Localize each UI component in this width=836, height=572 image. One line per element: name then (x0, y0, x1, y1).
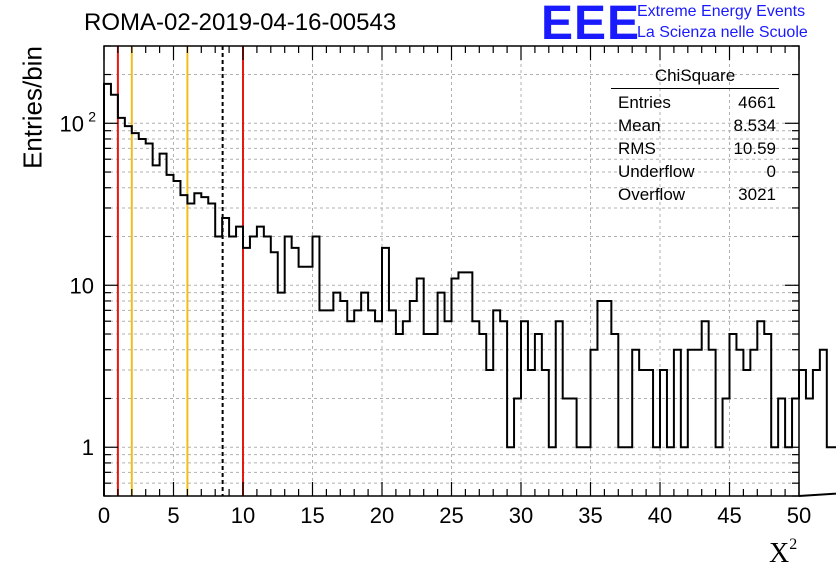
stats-row-entries: Entries 4661 (611, 91, 779, 114)
x-tick-label: 0 (98, 503, 110, 528)
x-axis-label-main: X (769, 538, 790, 569)
y-tick-label-sup: 2 (88, 108, 96, 124)
x-tick-label: 15 (300, 503, 324, 528)
stats-value: 0 (766, 162, 776, 181)
logo-mark: EEE (541, 0, 641, 50)
stats-value: 8.534 (733, 116, 776, 135)
x-tick-label: 45 (717, 503, 741, 528)
stats-label: Underflow (618, 162, 695, 181)
x-axis-label-sup: 2 (789, 536, 798, 553)
stats-label: Mean (618, 116, 661, 135)
logo-line-2: La Scienza nelle Scuole (637, 24, 808, 41)
x-tick-label: 10 (231, 503, 255, 528)
stats-value: 4661 (738, 93, 776, 112)
stats-row-mean: Mean 8.534 (611, 114, 779, 137)
x-axis-label: X2 (769, 536, 798, 570)
x-tick-label: 5 (167, 503, 179, 528)
x-tick-label: 50 (787, 503, 811, 528)
y-tick-label: 1 (82, 435, 94, 460)
x-tick-label: 30 (509, 503, 533, 528)
stats-title: ChiSquare (611, 66, 779, 89)
stats-label: RMS (618, 139, 656, 158)
stats-label: Overflow (618, 185, 686, 204)
stats-label: Entries (618, 93, 671, 112)
stats-row-underflow: Underflow 0 (611, 160, 779, 183)
stats-value: 10.59 (733, 139, 776, 158)
y-tick-label: 10 (60, 111, 84, 136)
stats-value: 3021 (738, 185, 776, 204)
chart-title: ROMA-02-2019-04-16-00543 (84, 9, 397, 36)
reference-lines (116, 46, 244, 496)
logo-line-1: Extreme Energy Events (637, 3, 806, 20)
histogram-bars (103, 82, 836, 497)
stats-box: ChiSquare Entries 4661 Mean 8.534 RMS 10… (611, 66, 779, 206)
x-tick-label: 40 (648, 503, 672, 528)
stats-row-rms: RMS 10.59 (611, 137, 779, 160)
x-tick-label: 25 (439, 503, 463, 528)
x-tick-label: 20 (370, 503, 394, 528)
stats-row-overflow: Overflow 3021 (611, 183, 779, 206)
histogram-outline (103, 82, 836, 497)
y-tick-label: 10 (70, 273, 94, 298)
x-tick-label: 35 (578, 503, 602, 528)
